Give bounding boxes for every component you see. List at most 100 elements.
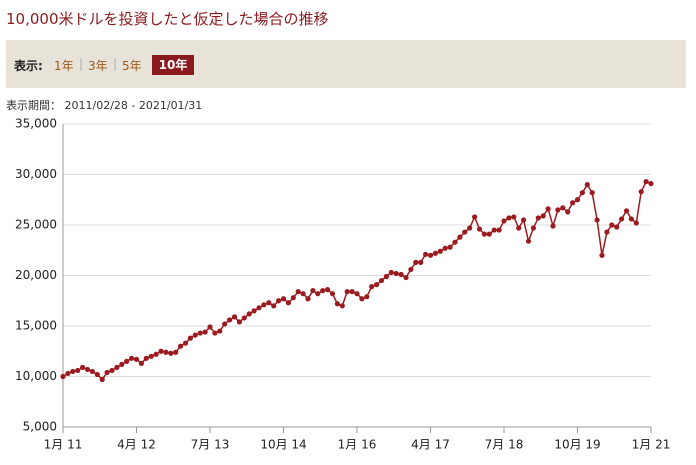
x-tick-label: 4月 12	[117, 438, 156, 452]
point	[398, 271, 404, 278]
point	[89, 368, 95, 375]
range-label: 表示:	[14, 59, 43, 73]
point	[633, 220, 639, 226]
point	[143, 355, 149, 361]
x-tick-label: 1月 11	[44, 438, 83, 452]
point	[271, 303, 277, 309]
point	[124, 358, 130, 364]
point	[452, 239, 458, 245]
x-tick-label: 10月 19	[554, 438, 600, 452]
range-option[interactable]: 3年	[88, 59, 108, 73]
point	[236, 319, 242, 325]
point	[222, 321, 228, 327]
point	[604, 229, 610, 235]
point	[535, 215, 541, 221]
point	[256, 305, 262, 311]
point	[521, 217, 527, 223]
point	[364, 294, 370, 300]
point	[403, 274, 409, 281]
point	[202, 329, 208, 335]
point	[354, 291, 360, 297]
point	[408, 266, 414, 273]
x-tick-label: 1月 16	[338, 438, 377, 452]
y-tick-label: 10,000	[15, 369, 57, 383]
point	[614, 224, 620, 230]
point	[75, 367, 81, 374]
point	[540, 213, 546, 219]
point	[246, 311, 252, 317]
point	[516, 225, 522, 231]
point	[300, 291, 306, 297]
point	[388, 269, 394, 276]
point	[589, 190, 595, 196]
y-tick-label: 25,000	[15, 218, 57, 232]
point	[457, 234, 463, 240]
separator: |	[113, 57, 118, 71]
x-tick-label: 10月 14	[260, 438, 306, 452]
point	[481, 231, 487, 237]
point	[153, 351, 159, 357]
point	[173, 349, 179, 355]
point	[129, 355, 135, 361]
point	[285, 300, 291, 306]
point	[418, 259, 424, 265]
point	[619, 216, 625, 222]
separator: |	[79, 57, 84, 71]
point	[378, 277, 385, 284]
point	[574, 197, 581, 203]
point	[80, 364, 86, 371]
range-bar: 表示: 1年 | 3年 | 5年 10年	[6, 40, 686, 88]
point	[65, 370, 71, 377]
point	[231, 314, 238, 320]
range-option[interactable]: 1年	[54, 59, 74, 73]
point	[334, 301, 340, 307]
point	[119, 361, 125, 367]
point	[462, 229, 468, 235]
x-tick-label: 7月 18	[485, 438, 524, 452]
point	[550, 223, 556, 229]
point	[565, 209, 571, 215]
point	[525, 238, 532, 244]
point	[178, 343, 184, 349]
point	[94, 371, 100, 378]
point	[530, 225, 537, 231]
point	[584, 182, 590, 188]
point	[320, 288, 326, 294]
title: 10,000米ドルを投資したと仮定した場合の推移	[6, 10, 329, 28]
point	[383, 273, 389, 280]
point	[266, 300, 272, 306]
period-label: 表示期間：	[6, 99, 61, 112]
point	[349, 289, 355, 295]
point	[442, 245, 448, 251]
point	[491, 227, 497, 233]
point	[227, 317, 233, 323]
x-tick-label: 7月 13	[191, 438, 230, 452]
range-option[interactable]: 5年	[122, 59, 142, 73]
point	[261, 302, 267, 308]
x-tick-label: 4月 17	[411, 438, 450, 452]
point	[560, 205, 566, 211]
point	[374, 281, 380, 288]
point	[280, 296, 287, 302]
point	[158, 348, 164, 354]
point	[163, 349, 169, 355]
point	[437, 248, 443, 254]
point	[638, 189, 644, 195]
point	[251, 308, 257, 314]
point	[109, 367, 115, 374]
point	[472, 214, 478, 220]
point	[114, 364, 120, 371]
point	[84, 366, 91, 373]
y-tick-label: 35,000	[15, 117, 57, 131]
point	[467, 225, 473, 231]
range-option-selected[interactable]: 10年	[152, 55, 194, 75]
point	[60, 373, 66, 380]
point	[104, 369, 110, 376]
point	[70, 368, 76, 375]
point	[609, 222, 615, 228]
point	[197, 330, 203, 336]
y-tick-label: 15,000	[15, 319, 57, 333]
point	[511, 214, 517, 220]
